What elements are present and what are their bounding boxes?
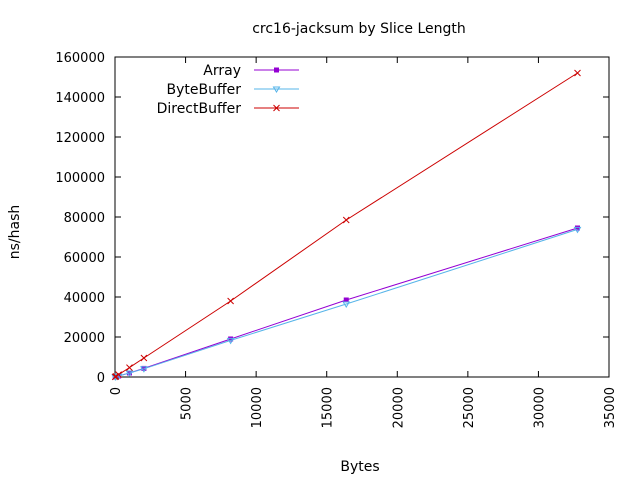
data-point-directbuffer	[115, 371, 122, 378]
y-tick-label: 140000	[55, 91, 105, 106]
y-tick-label: 60000	[64, 251, 105, 266]
x-tick-label: 30000	[532, 387, 547, 428]
data-point-bytebuffer	[125, 370, 134, 377]
data-point-directbuffer	[126, 364, 133, 371]
y-tick-label: 20000	[64, 331, 105, 346]
x-tick-label: 15000	[321, 387, 336, 428]
legend-label-array: Array	[203, 63, 241, 79]
legend: Array ByteBuffer DirectBuffer	[157, 63, 299, 117]
legend-marker-bytebuffer	[272, 86, 281, 93]
data-point-directbuffer	[140, 354, 148, 362]
series-bytebuffer	[111, 226, 582, 381]
x-tick-label: 10000	[250, 387, 265, 428]
y-tick-label: 120000	[55, 131, 105, 146]
axis-ticks: 0200004000060000800001000001200001400001…	[55, 51, 618, 428]
y-axis-label: ns/hash	[7, 205, 23, 260]
series-line-directbuffer	[114, 72, 578, 378]
data-point-directbuffer	[342, 216, 350, 224]
data-point-array	[228, 336, 234, 342]
y-tick-label: 40000	[64, 291, 105, 306]
series-directbuffer	[111, 69, 581, 381]
legend-marker-array	[274, 67, 279, 73]
legend-marker-directbuffer	[273, 104, 280, 112]
chart-title: crc16-jacksum by Slice Length	[252, 21, 466, 37]
legend-label-directbuffer: DirectBuffer	[157, 101, 242, 117]
y-tick-label: 0	[97, 371, 105, 386]
y-tick-label: 100000	[55, 171, 105, 186]
y-tick-label: 160000	[55, 51, 105, 66]
x-tick-label: 0	[109, 387, 124, 395]
x-axis-label: Bytes	[340, 459, 379, 475]
data-point-bytebuffer	[342, 301, 351, 308]
data-point-bytebuffer	[573, 226, 582, 234]
data-point-directbuffer	[574, 69, 581, 77]
x-tick-label: 20000	[391, 387, 406, 428]
data-point-bytebuffer	[140, 366, 148, 373]
data-point-array	[343, 297, 349, 303]
x-tick-label: 25000	[462, 387, 477, 428]
data-point-directbuffer	[227, 297, 234, 305]
data-point-bytebuffer	[226, 337, 235, 345]
series-group	[111, 69, 582, 381]
x-tick-label: 35000	[603, 387, 618, 428]
x-tick-label: 5000	[180, 387, 195, 420]
legend-label-bytebuffer: ByteBuffer	[167, 82, 242, 98]
y-tick-label: 80000	[64, 211, 105, 226]
data-point-array	[574, 225, 580, 231]
